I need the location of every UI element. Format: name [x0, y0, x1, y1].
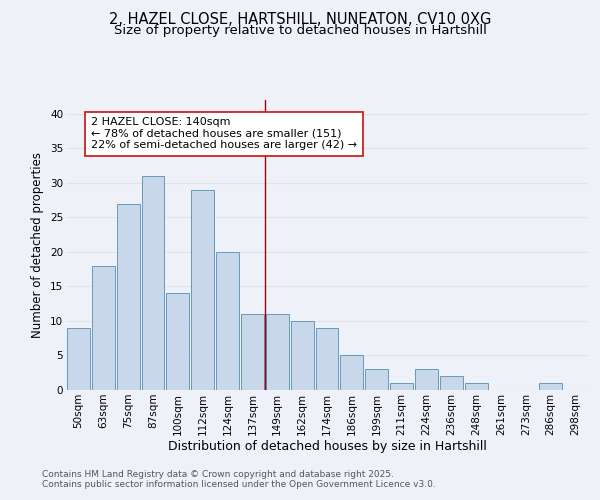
Bar: [415, 370, 438, 390]
Bar: [390, 383, 413, 390]
Bar: [291, 321, 314, 390]
Text: Size of property relative to detached houses in Hartshill: Size of property relative to detached ho…: [113, 24, 487, 37]
Bar: [465, 383, 488, 390]
Text: 2 HAZEL CLOSE: 140sqm
← 78% of detached houses are smaller (151)
22% of semi-det: 2 HAZEL CLOSE: 140sqm ← 78% of detached …: [91, 118, 357, 150]
Y-axis label: Number of detached properties: Number of detached properties: [31, 152, 44, 338]
Bar: [67, 328, 90, 390]
Text: 2, HAZEL CLOSE, HARTSHILL, NUNEATON, CV10 0XG: 2, HAZEL CLOSE, HARTSHILL, NUNEATON, CV1…: [109, 12, 491, 28]
Bar: [191, 190, 214, 390]
Bar: [340, 356, 363, 390]
Bar: [166, 294, 189, 390]
Bar: [266, 314, 289, 390]
Bar: [365, 370, 388, 390]
Bar: [216, 252, 239, 390]
Text: Contains HM Land Registry data © Crown copyright and database right 2025.
Contai: Contains HM Land Registry data © Crown c…: [42, 470, 436, 489]
Bar: [316, 328, 338, 390]
Bar: [241, 314, 264, 390]
Bar: [92, 266, 115, 390]
Bar: [142, 176, 164, 390]
X-axis label: Distribution of detached houses by size in Hartshill: Distribution of detached houses by size …: [167, 440, 487, 454]
Bar: [117, 204, 140, 390]
Bar: [440, 376, 463, 390]
Bar: [539, 383, 562, 390]
